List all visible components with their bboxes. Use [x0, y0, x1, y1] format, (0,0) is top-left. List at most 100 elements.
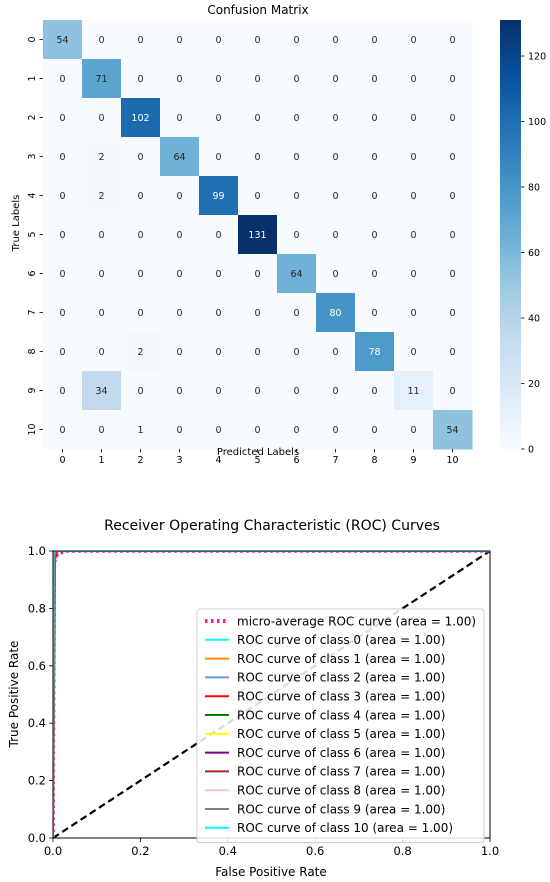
cm-cell: [355, 59, 395, 99]
cm-y-tick-label: 0: [27, 36, 38, 42]
cm-cell: [316, 137, 356, 177]
cm-colorbar-tick-label: 80: [528, 183, 540, 194]
cm-cell: [160, 254, 200, 294]
cm-cell-label: 0: [293, 308, 299, 319]
cm-cell-label: 0: [215, 74, 221, 85]
cm-colorbar-tick-label: 60: [528, 248, 540, 259]
cm-cell-label: 0: [410, 230, 416, 241]
cm-cell: [238, 293, 278, 333]
cm-cell: [160, 98, 200, 138]
cm-cell: [121, 410, 161, 450]
cm-cell: [238, 137, 278, 177]
cm-y-tick-label: 3: [27, 153, 38, 159]
cm-cell-label: 0: [449, 35, 455, 46]
cm-cell: [394, 98, 434, 138]
cm-cell-label: 0: [254, 308, 260, 319]
cm-cell-label: 0: [410, 113, 416, 124]
cm-cell-label: 78: [368, 347, 380, 358]
cm-cell-label: 0: [371, 308, 377, 319]
cm-cell: [43, 254, 83, 294]
cm-cell: [199, 215, 239, 255]
cm-cell: [160, 215, 200, 255]
cm-cell: [277, 98, 317, 138]
cm-cell: [82, 254, 122, 294]
cm-cell-label: 0: [137, 191, 143, 202]
cm-cell: [394, 410, 434, 450]
cm-cell-label: 0: [449, 269, 455, 280]
cm-cell-label: 0: [59, 113, 65, 124]
cm-cell-label: 0: [332, 269, 338, 280]
cm-cell-label: 0: [59, 386, 65, 397]
cm-cell-label: 0: [137, 74, 143, 85]
cm-cell-label: 0: [371, 269, 377, 280]
cm-cell: [355, 137, 395, 177]
cm-cell-label: 0: [371, 386, 377, 397]
cm-cell: [43, 20, 83, 60]
cm-cell-label: 0: [98, 425, 104, 436]
cm-cell-label: 0: [98, 113, 104, 124]
roc-y-tick-label: 0.2: [28, 774, 46, 788]
cm-cell: [199, 59, 239, 99]
cm-cell: [199, 410, 239, 450]
cm-cell: [433, 332, 473, 372]
cm-cell: [277, 293, 317, 333]
cm-cell: [238, 215, 278, 255]
cm-cell-label: 0: [410, 347, 416, 358]
cm-colorbar-tick-label: 40: [528, 314, 540, 325]
cm-cell-label: 0: [410, 308, 416, 319]
cm-cell-label: 0: [293, 35, 299, 46]
roc-x-tick-label: 0.6: [306, 844, 324, 858]
cm-cell: [160, 410, 200, 450]
cm-cell: [277, 137, 317, 177]
cm-cell: [355, 20, 395, 60]
cm-cell: [82, 410, 122, 450]
cm-cell: [121, 293, 161, 333]
cm-cell: [121, 98, 161, 138]
cm-cell: [433, 215, 473, 255]
cm-cell-label: 0: [137, 35, 143, 46]
cm-cell: [316, 371, 356, 411]
cm-cell-label: 0: [254, 152, 260, 163]
cm-cell-label: 0: [332, 74, 338, 85]
cm-cell: [277, 59, 317, 99]
cm-cell-label: 0: [449, 347, 455, 358]
cm-cell-label: 0: [371, 152, 377, 163]
cm-cell: [433, 59, 473, 99]
cm-cell-label: 0: [254, 386, 260, 397]
cm-cell: [277, 215, 317, 255]
roc-legend: [196, 608, 485, 844]
cm-cell: [199, 20, 239, 60]
roc-legend-label: ROC curve of class 5 (area = 1.00): [237, 727, 445, 741]
cm-cell-label: 0: [137, 308, 143, 319]
roc-legend-label: ROC curve of class 0 (area = 1.00): [237, 633, 445, 647]
roc-legend-label: micro-average ROC curve (area = 1.00): [237, 614, 476, 628]
cm-cell-label: 0: [293, 191, 299, 202]
roc-legend-label: ROC curve of class 9 (area = 1.00): [237, 802, 445, 816]
cm-cell: [199, 332, 239, 372]
cm-cell-label: 0: [293, 347, 299, 358]
cm-cell-label: 0: [293, 230, 299, 241]
cm-cell: [238, 254, 278, 294]
cm-cell-label: 0: [410, 191, 416, 202]
cm-cell-label: 0: [410, 74, 416, 85]
cm-cell-label: 0: [449, 308, 455, 319]
cm-cell: [121, 176, 161, 216]
cm-cell: [43, 293, 83, 333]
cm-cell: [433, 371, 473, 411]
cm-cell: [43, 176, 83, 216]
cm-cell-label: 0: [332, 191, 338, 202]
cm-cell: [238, 371, 278, 411]
cm-colorbar-tick-label: 0: [528, 445, 534, 456]
cm-cell: [316, 254, 356, 294]
cm-cell-label: 0: [59, 269, 65, 280]
cm-cell-label: 0: [254, 113, 260, 124]
cm-cell-label: 0: [254, 35, 260, 46]
cm-y-tick-label: 2: [27, 114, 38, 120]
cm-cell: [316, 176, 356, 216]
cm-cell: [394, 137, 434, 177]
cm-cell: [316, 59, 356, 99]
cm-cell: [43, 215, 83, 255]
cm-cell: [316, 332, 356, 372]
cm-cell: [238, 332, 278, 372]
